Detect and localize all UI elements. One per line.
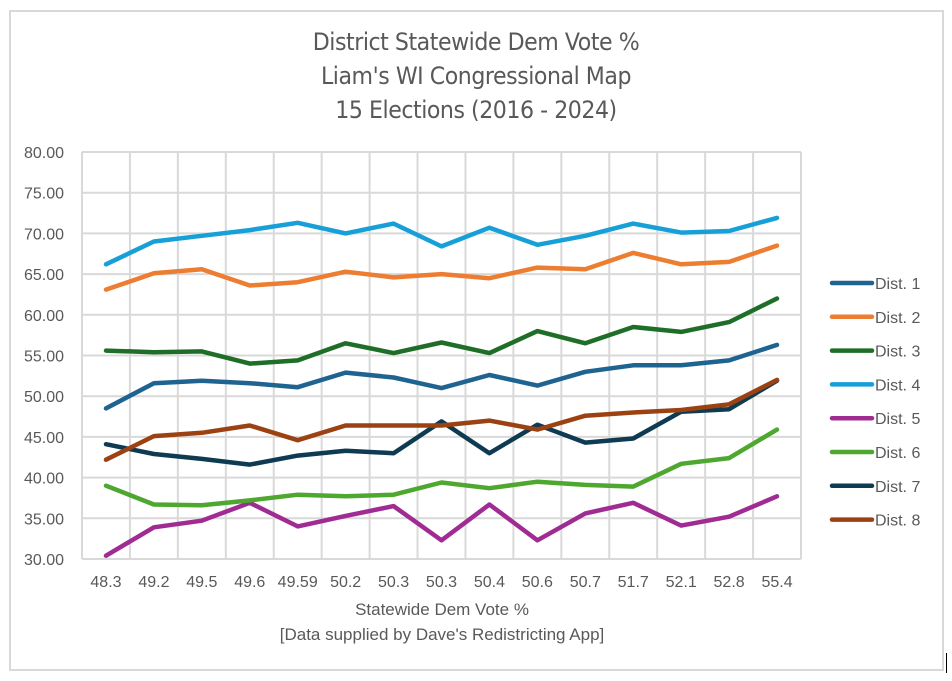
y-tick-label: 55.00 [24, 349, 64, 366]
y-tick-label: 50.00 [24, 389, 64, 406]
series-line-dist-2 [103, 243, 780, 292]
x-tick-label: 51.7 [618, 574, 649, 591]
y-tick-label: 30.00 [24, 552, 64, 569]
legend-label: Dist. 6 [875, 445, 920, 462]
x-tick-label: 48.3 [90, 574, 121, 591]
legend-label: Dist. 1 [875, 276, 920, 293]
legend-label: Dist. 5 [875, 411, 920, 428]
chart-title-line-2: Liam's WI Congressional Map [320, 62, 632, 90]
y-tick-label: 70.00 [24, 226, 64, 243]
y-axis-ticks: 30.00 35.00 40.00 45.00 50.00 55.00 60.00 65.00… [24, 145, 64, 569]
x-tick-label: 50.3 [426, 574, 457, 591]
chart-title-line-3: 15 Elections (2016 - 2024) [335, 96, 617, 124]
x-tick-label: 50.6 [522, 574, 553, 591]
text-cursor [946, 653, 947, 673]
legend-label: Dist. 4 [875, 377, 920, 394]
x-tick-label: 55.4 [761, 574, 792, 591]
x-tick-label: 49.6 [234, 574, 265, 591]
legend-item: Dist. 3 [829, 344, 920, 361]
y-tick-label: 60.00 [24, 308, 64, 325]
legend-item: Dist. 4 [829, 377, 920, 394]
x-tick-label: 49.2 [138, 574, 169, 591]
series-lines [103, 215, 780, 558]
x-axis-ticks: 48.3 49.2 49.5 49.6 49.59 50.2 50.3 50.3 50.4 50.… [90, 574, 792, 591]
series-line-dist-5 [103, 494, 780, 558]
legend-item: Dist. 2 [829, 310, 920, 327]
y-tick-label: 40.00 [24, 471, 64, 488]
series-line-dist-3 [103, 296, 780, 366]
y-tick-label: 45.00 [24, 430, 64, 447]
series-line-dist-1 [103, 342, 780, 411]
y-tick-label: 75.00 [24, 186, 64, 203]
legend-item: Dist. 1 [829, 276, 920, 293]
x-tick-label: 50.2 [330, 574, 361, 591]
x-tick-label: 52.1 [666, 574, 697, 591]
legend: Dist. 1 Dist. 2 Dist. 3 Dist. 4 Dist. 5 Dist.… [829, 276, 920, 530]
x-tick-label: 49.5 [186, 574, 217, 591]
series-line-dist-6 [103, 427, 780, 508]
legend-item: Dist. 8 [829, 513, 920, 530]
y-tick-label: 65.00 [24, 267, 64, 284]
x-tick-label: 50.4 [474, 574, 505, 591]
x-tick-label: 50.7 [570, 574, 601, 591]
series-line-dist-4 [103, 215, 780, 267]
legend-item: Dist. 5 [829, 411, 920, 428]
x-axis-title: Statewide Dem Vote % [355, 600, 529, 619]
gridlines [81, 151, 802, 560]
legend-label: Dist. 7 [875, 479, 920, 496]
x-tick-label: 50.3 [378, 574, 409, 591]
legend-label: Dist. 2 [875, 310, 920, 327]
y-tick-label: 35.00 [24, 511, 64, 528]
x-tick-label: 52.8 [714, 574, 745, 591]
chart-title-line-1: District Statewide Dem Vote % [312, 28, 640, 56]
legend-label: Dist. 3 [875, 344, 920, 361]
y-tick-label: 80.00 [24, 145, 64, 162]
x-axis-subtitle: [Data supplied by Dave's Redistricting A… [279, 625, 605, 644]
series-line-dist-7 [103, 378, 780, 467]
x-tick-label: 49.59 [278, 574, 318, 591]
legend-item: Dist. 7 [829, 479, 920, 496]
chart-frame [9, 10, 944, 671]
legend-item: Dist. 6 [829, 445, 920, 462]
legend-label: Dist. 8 [875, 513, 920, 530]
